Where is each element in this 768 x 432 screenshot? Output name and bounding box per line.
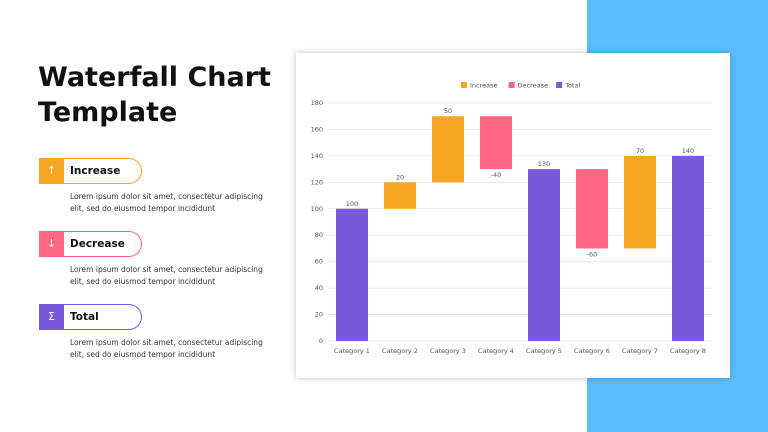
slide-title: Waterfall Chart Template bbox=[38, 62, 271, 128]
item-icon: ↑ bbox=[39, 158, 64, 184]
y-tick-label: 140 bbox=[311, 152, 323, 160]
item-label: Increase bbox=[70, 165, 121, 177]
item-icon: ↓ bbox=[39, 231, 64, 257]
chart-card bbox=[296, 53, 730, 378]
y-tick-label: 100 bbox=[311, 205, 323, 213]
legend-swatch bbox=[508, 82, 515, 88]
data-label: 50 bbox=[444, 107, 452, 115]
y-tick-label: 20 bbox=[315, 311, 323, 319]
legend-label: Decrease bbox=[518, 82, 548, 90]
x-tick-label: Category 1 bbox=[334, 347, 370, 355]
pill-outline bbox=[59, 231, 142, 257]
data-label: 70 bbox=[636, 147, 644, 155]
bar bbox=[384, 182, 416, 209]
bar bbox=[336, 208, 368, 341]
bar bbox=[432, 116, 464, 183]
bar bbox=[624, 155, 656, 249]
x-tick-label: Category 8 bbox=[670, 347, 706, 355]
item-description: Lorem ipsum dolor sit amet, consectetur … bbox=[70, 192, 263, 213]
bar bbox=[576, 169, 608, 249]
x-tick-label: Category 6 bbox=[574, 347, 610, 355]
pill-outline bbox=[59, 304, 142, 330]
item-label: Decrease bbox=[70, 238, 125, 250]
x-tick-label: Category 4 bbox=[478, 347, 514, 355]
legend-swatch bbox=[556, 82, 563, 88]
pill-outline bbox=[59, 158, 142, 184]
item-description: Lorem ipsum dolor sit amet, consectetur … bbox=[70, 338, 263, 359]
legend-swatch bbox=[461, 82, 467, 88]
x-tick-label: Category 7 bbox=[622, 347, 658, 355]
bar bbox=[528, 169, 560, 341]
data-label: 130 bbox=[538, 160, 550, 168]
data-label: 140 bbox=[682, 147, 694, 155]
data-label: -60 bbox=[587, 250, 598, 258]
data-label: 100 bbox=[346, 200, 358, 208]
item-icon: Σ bbox=[39, 304, 64, 330]
legend-label: Increase bbox=[470, 82, 498, 90]
x-tick-label: Category 3 bbox=[430, 347, 466, 355]
bar bbox=[480, 116, 512, 170]
y-tick-label: 80 bbox=[315, 231, 323, 239]
item-label: Total bbox=[70, 311, 99, 323]
x-tick-label: Category 5 bbox=[526, 347, 562, 355]
data-label: -40 bbox=[491, 171, 502, 179]
y-tick-label: 60 bbox=[315, 258, 323, 266]
x-tick-label: Category 2 bbox=[382, 347, 418, 355]
y-tick-label: 40 bbox=[315, 284, 323, 292]
legend-label: Total bbox=[564, 82, 580, 90]
y-tick-label: 0 bbox=[319, 337, 323, 345]
y-tick-label: 160 bbox=[311, 125, 323, 133]
bar bbox=[672, 155, 704, 341]
y-tick-label: 180 bbox=[311, 99, 323, 107]
item-description: Lorem ipsum dolor sit amet, consectetur … bbox=[70, 265, 263, 286]
y-tick-label: 120 bbox=[311, 178, 323, 186]
data-label: 20 bbox=[396, 173, 404, 181]
